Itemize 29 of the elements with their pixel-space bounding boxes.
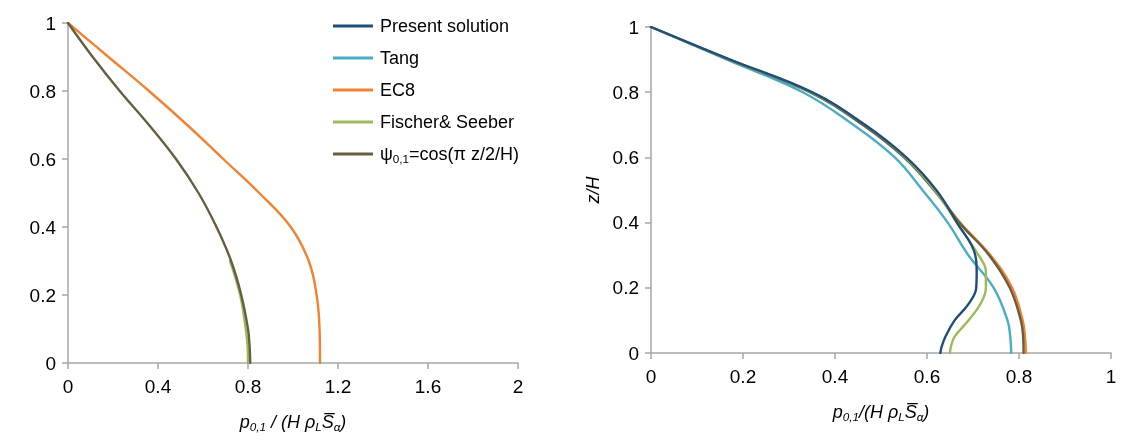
legend-label: Tang bbox=[379, 48, 420, 68]
y-tick-label: 1 bbox=[628, 16, 639, 38]
x-tick-label: 1 bbox=[1105, 366, 1117, 387]
x-tick-label: 0.2 bbox=[729, 366, 757, 387]
x-tick-label: 0.8 bbox=[234, 376, 262, 397]
x-tick-label: 2 bbox=[512, 376, 524, 397]
y-tick-label: 0.2 bbox=[612, 277, 639, 299]
x-tick-label: 0 bbox=[62, 376, 74, 397]
x-tick-label: 0.4 bbox=[144, 376, 172, 397]
y-tick-label: 0 bbox=[628, 342, 639, 364]
x-tick-label: 0.4 bbox=[821, 366, 849, 387]
y-tick-label: 0.8 bbox=[612, 81, 639, 103]
y-tick-label: 0.6 bbox=[29, 148, 56, 170]
legend-label: EC8 bbox=[379, 80, 415, 100]
x-tick-label: 1.2 bbox=[324, 376, 352, 397]
y-tick-label: 0.2 bbox=[29, 284, 56, 306]
y-tick-label: 1 bbox=[45, 12, 56, 34]
x-tick-label: 1.6 bbox=[414, 376, 442, 397]
x-tick-label: 0.8 bbox=[1005, 366, 1033, 387]
y-tick-label: 0.4 bbox=[612, 212, 640, 234]
y-tick-label: 0.8 bbox=[29, 80, 56, 102]
x-tick-label: 0.6 bbox=[913, 366, 941, 387]
y-tick-label: 0.6 bbox=[612, 146, 639, 168]
x-tick-label: 0 bbox=[645, 366, 657, 387]
y-tick-label: 0.4 bbox=[29, 216, 57, 238]
legend-label: Fischer& Seeber bbox=[379, 112, 515, 132]
legend-label: Present solution bbox=[379, 16, 510, 36]
y-axis-title: z/H bbox=[582, 175, 603, 205]
line-series bbox=[228, 259, 250, 365]
